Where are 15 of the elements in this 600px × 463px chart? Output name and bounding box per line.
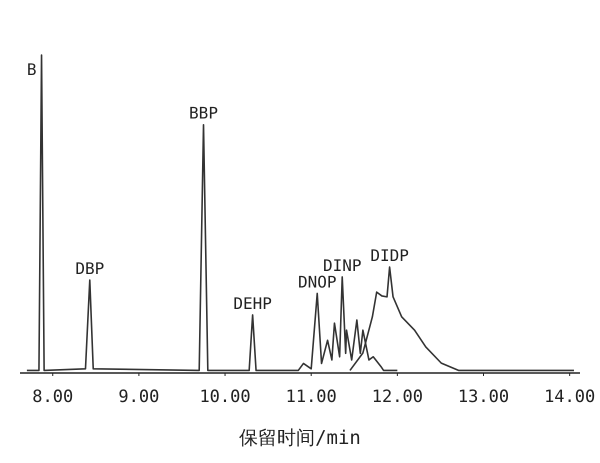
- x-tick-label: 11.00: [286, 387, 337, 407]
- x-tick-label: 8.00: [32, 387, 74, 407]
- annotation: BBP: [189, 104, 218, 123]
- annotation: DNOP: [298, 272, 336, 292]
- x-tick-label: 13.00: [458, 387, 510, 407]
- annotation: DEHP: [233, 294, 272, 313]
- x-tick-label: 10.00: [199, 387, 251, 407]
- x-axis-title: 保留时间/min: [239, 427, 361, 449]
- x-tick-label: 14.00: [544, 387, 596, 407]
- annotation: DIDP: [370, 246, 409, 266]
- x-tick-label: 9.00: [118, 387, 160, 407]
- annotation: DBP: [75, 259, 104, 278]
- annotation: B: [26, 60, 37, 79]
- x-tick-label: 12.00: [372, 387, 423, 407]
- annotation: DINP: [322, 256, 362, 275]
